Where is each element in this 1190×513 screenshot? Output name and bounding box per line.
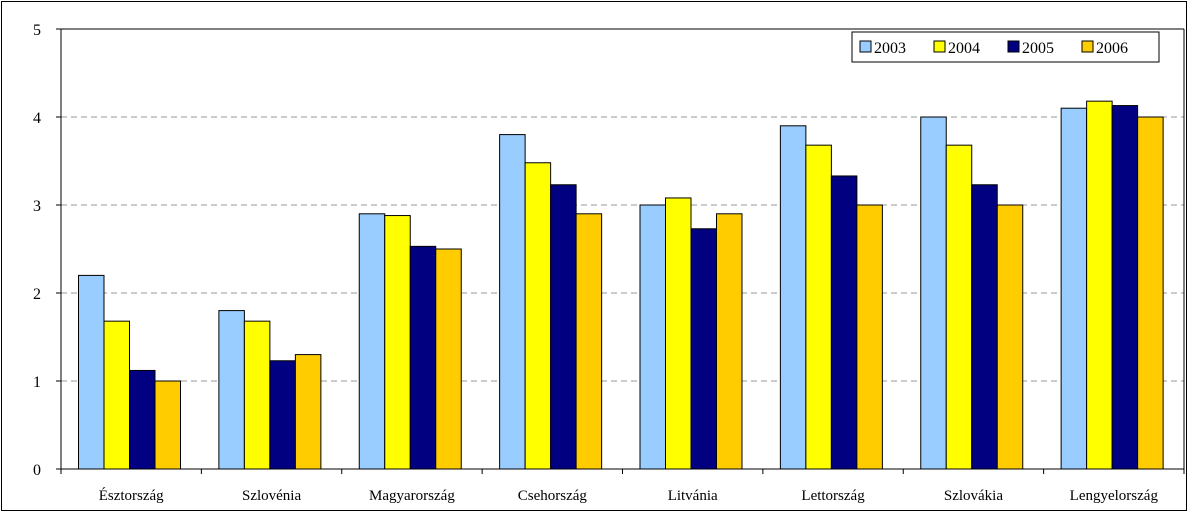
- bar-2005-6: [971, 184, 998, 470]
- bar-2005-0: [129, 369, 156, 470]
- y-tick-label: 1: [33, 374, 41, 391]
- bar-2004-6: [945, 144, 973, 470]
- bar-2004-3: [524, 162, 552, 470]
- legend-label-2004: 2004: [948, 40, 980, 57]
- legend-box: [851, 31, 1160, 63]
- bar-2006-0: [154, 380, 181, 470]
- x-category-label: Lengyelország: [1070, 488, 1159, 504]
- bar-2005-5: [830, 175, 858, 470]
- bar-2006-3: [575, 213, 603, 470]
- x-category-label: Csehország: [518, 488, 588, 504]
- bar-2003-2: [358, 213, 386, 470]
- bar-2006-1: [294, 354, 322, 470]
- bar-2003-4: [639, 204, 666, 470]
- axes: [56, 28, 1185, 474]
- bar-2003-0: [78, 274, 105, 470]
- x-category-label: Szlovénia: [242, 488, 301, 504]
- legend-label-2006: 2006: [1096, 40, 1128, 57]
- legend-label-2003: 2003: [874, 40, 906, 57]
- bar-2006-7: [1137, 116, 1164, 470]
- bar-2005-2: [409, 245, 437, 470]
- bars: [78, 100, 1164, 470]
- bar-2005-7: [1111, 105, 1139, 470]
- legend-swatch-2004: [933, 40, 946, 53]
- y-tick-label: 5: [33, 22, 41, 39]
- legend-swatch-2005: [1007, 40, 1020, 53]
- bar-2005-3: [550, 184, 577, 470]
- bar-2004-7: [1086, 100, 1113, 470]
- x-category-label: Észtország: [99, 487, 164, 504]
- legend-swatch-2003: [859, 40, 872, 53]
- bar-2003-3: [499, 134, 526, 470]
- bar-2004-1: [243, 320, 271, 470]
- bar-2006-4: [716, 213, 743, 470]
- y-tick-label: 0: [33, 462, 41, 479]
- legend: 2003 2004 2005 2006: [851, 31, 1160, 63]
- bar-2004-5: [805, 144, 832, 470]
- bar-2004-2: [384, 215, 411, 470]
- x-category-label: Lettország: [801, 488, 865, 504]
- bar-2006-5: [856, 204, 883, 470]
- bar-2004-4: [665, 197, 692, 470]
- y-tick-label: 4: [33, 110, 41, 127]
- y-tick-label: 3: [33, 198, 41, 215]
- bar-2006-6: [996, 204, 1024, 470]
- bar-2005-4: [690, 228, 717, 470]
- bar-2004-0: [103, 320, 130, 470]
- bar-2006-2: [435, 248, 462, 470]
- y-tick-label: 2: [33, 286, 41, 303]
- bar-2003-6: [920, 116, 947, 470]
- bar-2003-5: [779, 125, 807, 470]
- bar-2005-1: [269, 360, 296, 470]
- x-category-label: Szlovákia: [944, 488, 1003, 504]
- bar-2003-1: [218, 310, 245, 470]
- x-category-label: Magyarország: [369, 488, 455, 504]
- y-tick-labels: 0 1 2 3 4 5: [33, 22, 41, 479]
- x-category-label: Litvánia: [668, 488, 718, 504]
- legend-swatch-2006: [1081, 40, 1094, 53]
- x-category-labels: Észtország Szlovénia Magyarország Csehorszá…: [99, 487, 1159, 504]
- bar-2003-7: [1060, 107, 1088, 470]
- legend-label-2005: 2005: [1022, 40, 1054, 57]
